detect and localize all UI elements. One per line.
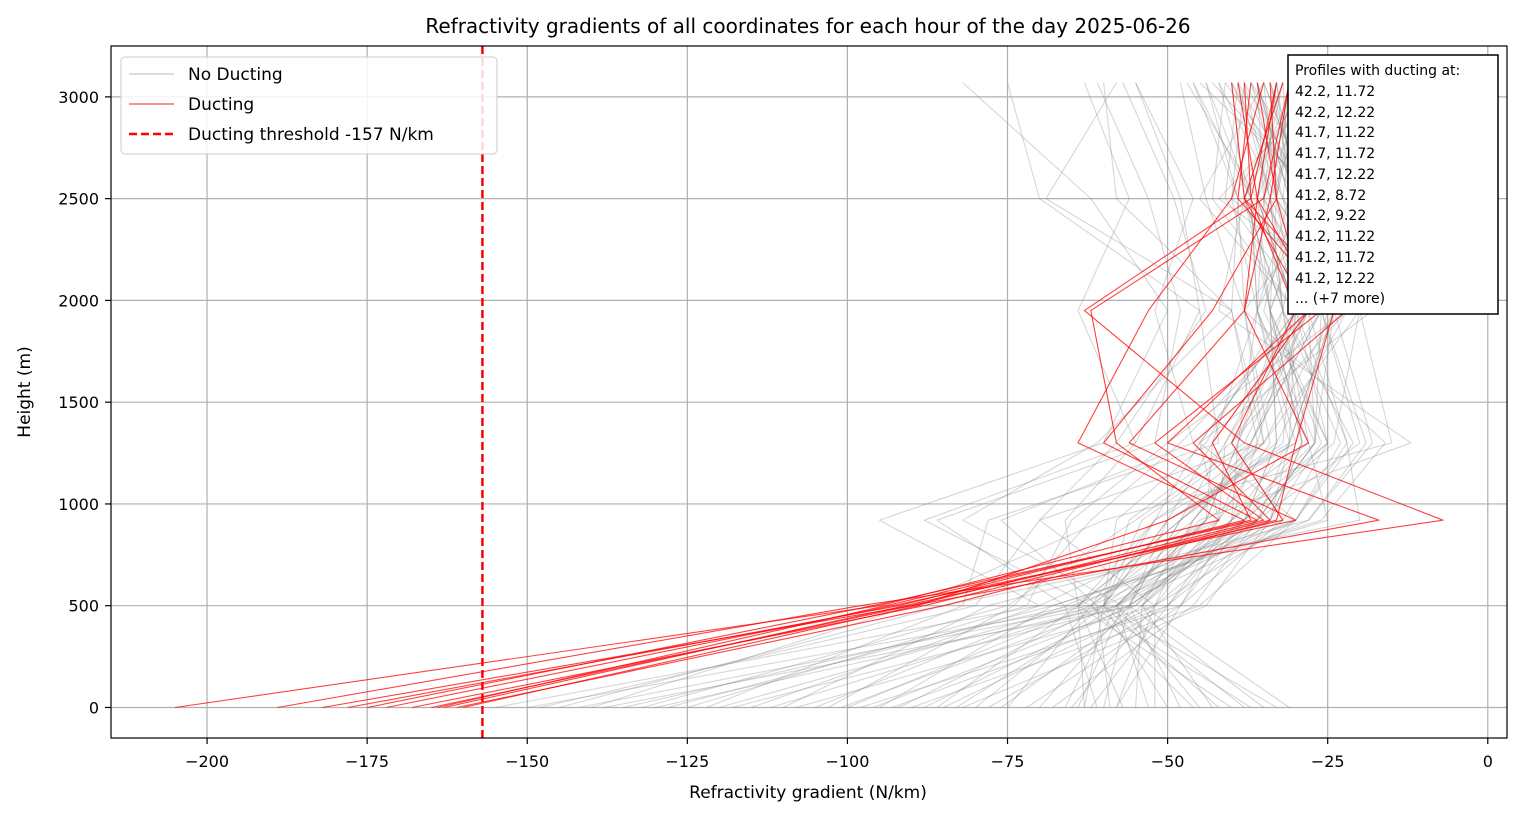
annotation-title: Profiles with ducting at: [1295,63,1460,79]
y-tick-label: 500 [68,597,99,616]
x-tick-label: −200 [185,752,229,771]
no-ducting-profile-line [623,82,1374,709]
annotation-line: 41.7, 11.72 [1295,146,1375,162]
no-ducting-profile-line [840,82,1361,709]
annotation-line: 42.2, 11.72 [1295,84,1375,100]
y-tick-label: 2000 [58,291,99,310]
annotation-line: 41.7, 11.22 [1295,125,1375,141]
y-axis-ticks: 0 500 1000 1500 2000 2500 3000 [58,88,111,717]
ducting-profile-line [347,82,1265,709]
no-ducting-profile-line [1039,82,1335,708]
ducting-profile-line [411,82,1348,709]
annotation-line: 41.2, 8.72 [1295,188,1366,204]
annotation-line: 41.7, 12.22 [1295,167,1375,183]
no-ducting-profile-line [527,82,1201,709]
x-axis-ticks: −200 −175 −150 −125 −100 −75 −50 −25 0 [185,738,1493,771]
annotation-line: 41.2, 11.22 [1295,229,1375,245]
y-tick-label: 2500 [58,190,99,209]
y-axis-label: Height (m) [15,346,35,437]
annotation-line: 41.2, 9.22 [1295,208,1366,224]
no-ducting-profile-line [892,82,1297,709]
ducting-profile-line [431,82,1322,709]
annotation-frame [1287,54,1499,315]
no-ducting-profile-line [827,82,1310,708]
annotation-line: 41.2, 11.72 [1295,250,1375,266]
x-tick-label: −75 [991,752,1025,771]
annotation-line: 42.2, 12.22 [1295,105,1375,121]
legend: No Ducting Ducting Ducting threshold -15… [120,56,498,155]
no-ducting-profile-line [751,82,1271,709]
ducting-annotation-box: Profiles with ducting at: 42.2, 11.72 42… [1287,54,1499,315]
ducting-profile-line [463,82,1310,709]
no-ducting-profile-line [539,82,1265,709]
x-tick-label: −100 [825,752,869,771]
x-tick-label: −150 [505,752,549,771]
y-tick-label: 1000 [58,495,99,514]
y-tick-label: 0 [89,698,99,717]
x-axis-label: Refractivity gradient (N/km) [689,783,927,803]
x-tick-label: −175 [345,752,389,771]
no-ducting-profile-line [1141,82,1310,708]
legend-box [120,56,498,155]
x-tick-label: −50 [1151,752,1185,771]
chart-title: Refractivity gradients of all coordinate… [425,14,1190,38]
no-ducting-profile-line [1064,82,1137,708]
x-tick-label: −25 [1311,752,1345,771]
y-tick-label: 3000 [58,88,99,107]
no-ducting-profile-line [962,82,1233,708]
ducting-profile-line [443,82,1297,709]
legend-label-threshold: Ducting threshold -157 N/km [188,125,434,145]
plot-frame [110,45,1508,739]
annotation-line: ... (+7 more) [1295,291,1385,307]
legend-label-no-ducting: No Ducting [188,65,283,85]
x-tick-label: −125 [665,752,709,771]
ducting-profile-line [437,82,1310,709]
legend-label-ducting: Ducting [188,95,254,115]
no-ducting-profile-line [706,82,1220,709]
y-tick-label: 1500 [58,393,99,412]
ducting-profiles [174,82,1444,709]
ducting-profile-line [174,82,1290,709]
ducting-profile-line [456,82,1335,709]
annotation-line: 41.2, 12.22 [1295,271,1375,287]
x-tick-label: 0 [1483,752,1493,771]
